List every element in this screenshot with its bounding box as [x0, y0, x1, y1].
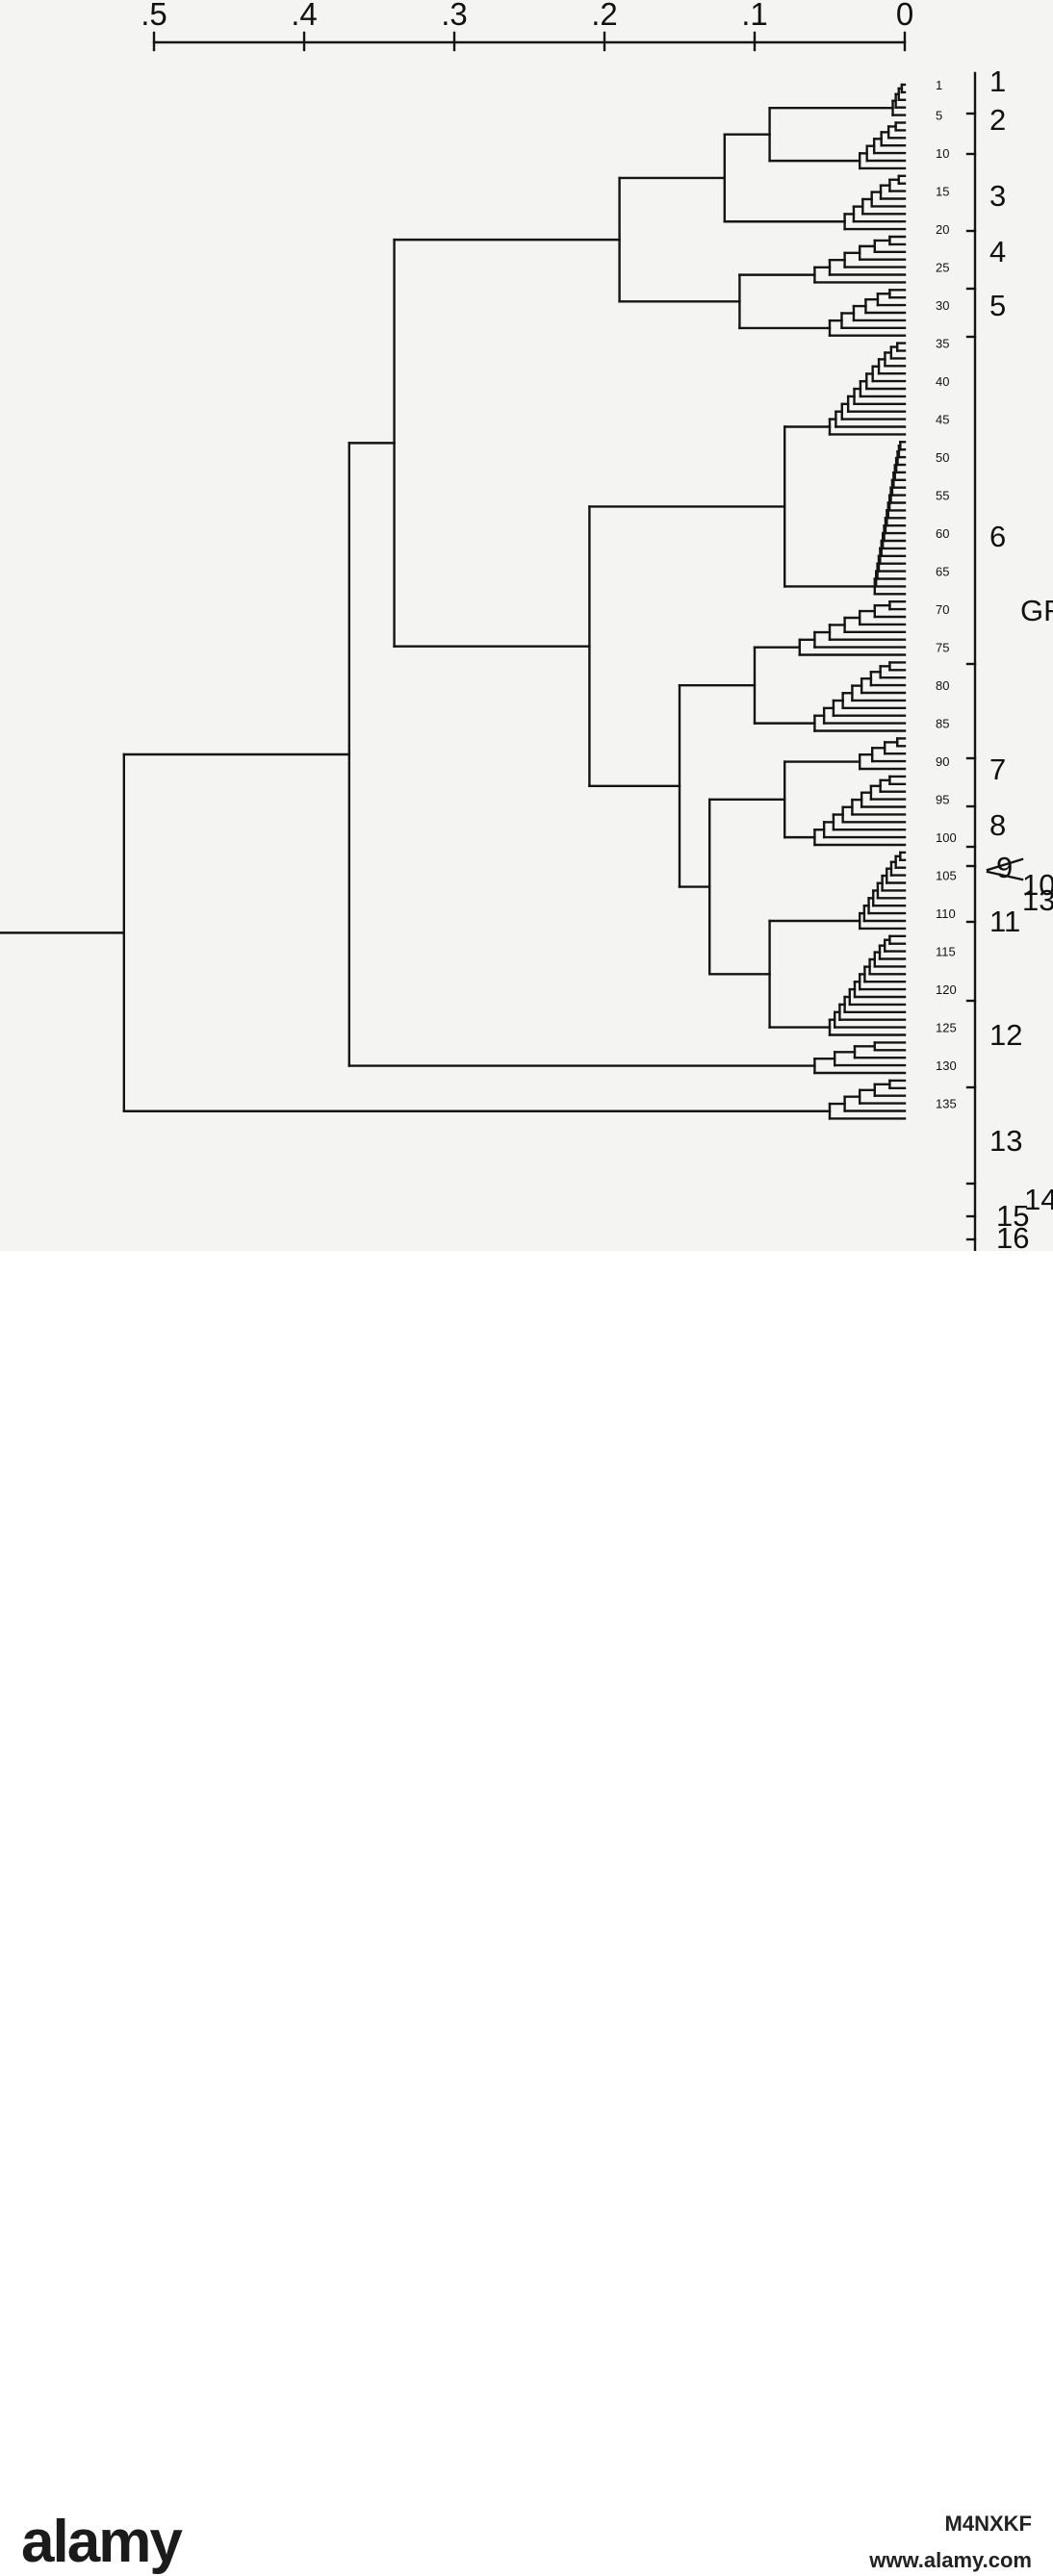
scale-label: .2 — [591, 0, 618, 32]
scale-label: .4 — [291, 0, 318, 32]
leaf-number: 40 — [936, 374, 949, 389]
group-label: 3 — [989, 179, 1006, 213]
leaf-number: 20 — [936, 222, 949, 237]
leaf-number: 30 — [936, 298, 949, 313]
leaf-number: 60 — [936, 526, 949, 541]
group-label: 10 — [1022, 868, 1053, 902]
leaf-number: 35 — [936, 337, 949, 351]
leaf-number: 100 — [936, 830, 957, 845]
group-label: 6 — [989, 520, 1006, 553]
scale-label: .5 — [141, 0, 167, 32]
alamy-logo: alamy — [21, 2509, 183, 2575]
leaf-number: 55 — [936, 489, 949, 503]
leaf-number: 75 — [936, 641, 949, 655]
leaf-number: 120 — [936, 982, 957, 997]
scale-label: .1 — [741, 0, 768, 32]
leaf-number: 135 — [936, 1097, 957, 1111]
leaf-number: 1 — [936, 78, 942, 92]
leaf-number: 70 — [936, 602, 949, 617]
scale-label: 0 — [896, 0, 913, 32]
watermark-url: www.alamy.com — [869, 2548, 1032, 2572]
group-label: 13 — [1022, 883, 1053, 917]
dendrogram: .5.4.3.2.1 015101520253035404550556065707… — [0, 0, 1053, 1251]
group-label: 11 — [989, 905, 1020, 938]
leaf-number: 10 — [936, 146, 949, 161]
leaf-number: 15 — [936, 185, 949, 199]
image-id: M4NXKF — [944, 2512, 1032, 2536]
leaf-number: 65 — [936, 565, 949, 579]
group-pointer — [986, 870, 1024, 881]
group-label: GR — [1020, 594, 1053, 627]
group-pointer — [986, 857, 1024, 872]
group-label: 5 — [989, 289, 1006, 322]
group-label: 13 — [989, 1124, 1022, 1158]
leaf-number: 110 — [936, 906, 956, 921]
scale-label: .3 — [441, 0, 468, 32]
group-label: 12 — [989, 1018, 1022, 1052]
group-label: 14 — [1024, 1183, 1053, 1216]
group-label: 4 — [989, 235, 1006, 268]
leaf-number: 25 — [936, 261, 949, 275]
leaf-number: 5 — [936, 109, 942, 123]
group-label: 15 — [996, 1199, 1029, 1233]
leaf-number: 115 — [936, 945, 956, 959]
leaf-number: 125 — [936, 1021, 957, 1035]
leaf-number: 80 — [936, 678, 949, 693]
leaf-number: 45 — [936, 413, 949, 427]
group-label: 1 — [989, 64, 1006, 98]
leaf-number: 90 — [936, 754, 949, 769]
group-label: 2 — [989, 103, 1006, 137]
watermark-bar: alamy M4NXKF www.alamy.com — [0, 1251, 1053, 2575]
group-label: 16 — [996, 1221, 1029, 1251]
leaf-number: 95 — [936, 793, 949, 807]
group-label: 7 — [989, 752, 1006, 786]
leaf-number: 85 — [936, 717, 949, 731]
group-label: 8 — [989, 808, 1006, 842]
leaf-number: 130 — [936, 1058, 957, 1073]
leaf-number: 105 — [936, 869, 957, 883]
scanned-page: .5.4.3.2.1 0 1 5 10 15 20 25 30 35 40 45 50 55 60 65 70 7… — [0, 0, 1053, 1251]
leaf-number: 50 — [936, 450, 949, 465]
